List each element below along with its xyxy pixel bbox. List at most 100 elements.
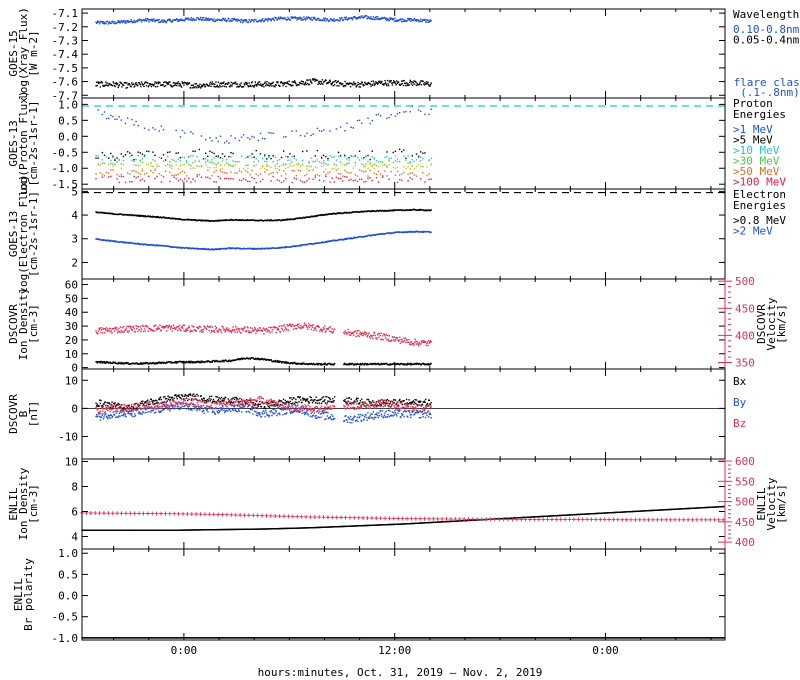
data-point (384, 335, 386, 337)
data-point (153, 83, 156, 85)
data-point (214, 325, 217, 328)
data-point (194, 86, 197, 88)
data-point (179, 328, 181, 331)
data-point (306, 132, 308, 135)
data-point (254, 328, 257, 330)
data-point (368, 336, 371, 338)
data-point (113, 84, 116, 87)
data-point (430, 401, 432, 404)
data-point (167, 82, 169, 84)
data-point (190, 155, 192, 157)
data-point (356, 18, 358, 20)
data-point (247, 327, 249, 329)
data-point (266, 158, 268, 160)
data-point (298, 397, 301, 399)
data-point (317, 81, 320, 83)
data-point (105, 22, 107, 25)
data-point (158, 21, 160, 24)
data-point (324, 331, 327, 333)
data-point (382, 339, 384, 341)
data-point (384, 170, 386, 172)
data-point (356, 156, 359, 159)
data-point (358, 159, 361, 161)
data-point (344, 398, 346, 401)
data-point (321, 79, 324, 81)
data-point (230, 171, 232, 173)
data-point (386, 18, 389, 20)
data-point (413, 160, 416, 163)
data-point (141, 83, 143, 85)
data-point (392, 399, 395, 401)
data-point (424, 364, 426, 366)
data-point (325, 82, 328, 85)
data-point (181, 156, 184, 158)
data-point (285, 329, 288, 331)
data-point (264, 168, 266, 170)
data-point (274, 405, 276, 407)
data-point (423, 340, 426, 342)
data-point (152, 84, 154, 86)
data-point (214, 86, 217, 88)
data-point (339, 126, 342, 128)
data-point (329, 362, 331, 365)
data-point (101, 176, 104, 178)
data-point (107, 239, 109, 241)
data-point (420, 363, 423, 366)
data-point (276, 171, 279, 174)
data-point (127, 331, 129, 333)
data-point (162, 84, 164, 86)
data-point (116, 416, 118, 418)
data-point (217, 162, 220, 164)
data-point (215, 328, 217, 330)
data-point (324, 325, 326, 327)
data-point (118, 116, 120, 118)
data-point (418, 345, 420, 347)
data-point (263, 20, 265, 23)
data-point (97, 82, 100, 85)
data-point (118, 181, 120, 184)
data-point (123, 406, 126, 409)
data-point (270, 132, 272, 134)
data-point (106, 401, 108, 404)
data-point (201, 19, 203, 22)
data-point (212, 330, 215, 332)
data-point (422, 157, 424, 160)
data-point (190, 408, 193, 410)
data-point (365, 333, 368, 335)
data-point (175, 177, 177, 180)
data-point (187, 395, 189, 397)
data-point (308, 323, 310, 325)
data-point (311, 324, 313, 327)
data-point (186, 18, 188, 21)
data-point (201, 410, 204, 413)
data-point (319, 413, 322, 415)
data-point (247, 156, 249, 158)
data-point (302, 326, 304, 329)
data-point (204, 326, 206, 328)
data-point (153, 19, 156, 22)
data-point (164, 20, 167, 23)
data-point (240, 82, 242, 84)
data-point (135, 214, 137, 216)
data-point (111, 332, 113, 334)
data-point (122, 362, 124, 364)
data-point (230, 331, 233, 334)
data-point (129, 412, 132, 415)
data-point (99, 419, 102, 421)
data-point (225, 396, 227, 399)
data-point (372, 80, 375, 82)
data-point (348, 179, 350, 182)
data-point (241, 357, 243, 359)
data-point (234, 396, 236, 399)
data-point (278, 158, 281, 161)
data-point (142, 83, 145, 86)
data-point (118, 84, 121, 86)
data-point (249, 411, 251, 414)
data-point (230, 84, 232, 86)
data-point (160, 181, 163, 183)
data-point (396, 166, 399, 169)
data-point (118, 415, 120, 417)
data-point (153, 403, 155, 406)
data-point (191, 395, 194, 397)
data-point (131, 405, 133, 408)
